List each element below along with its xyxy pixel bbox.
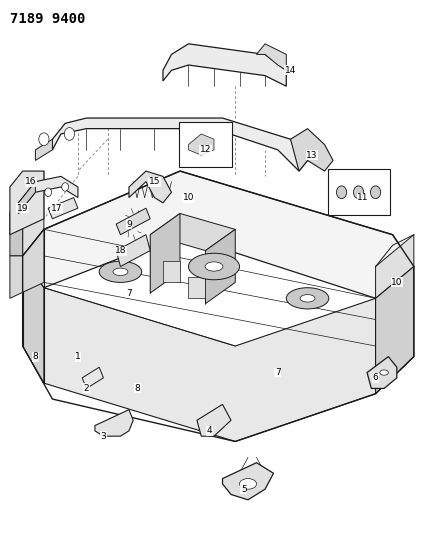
Polygon shape	[197, 405, 231, 436]
Polygon shape	[205, 229, 235, 304]
Circle shape	[39, 133, 49, 146]
Circle shape	[64, 127, 74, 140]
Text: 7: 7	[275, 368, 281, 377]
Circle shape	[45, 188, 51, 197]
Ellipse shape	[300, 295, 315, 302]
Ellipse shape	[99, 261, 142, 282]
Text: 12: 12	[200, 146, 211, 155]
Text: 8: 8	[33, 352, 38, 361]
Ellipse shape	[113, 268, 128, 276]
Circle shape	[354, 186, 364, 199]
Polygon shape	[291, 128, 333, 171]
Text: 10: 10	[183, 193, 194, 202]
Polygon shape	[367, 357, 397, 389]
Polygon shape	[150, 214, 235, 251]
Polygon shape	[10, 198, 23, 256]
Polygon shape	[95, 410, 133, 436]
Text: 18: 18	[115, 246, 126, 255]
Polygon shape	[23, 256, 44, 383]
Polygon shape	[52, 118, 308, 171]
Text: 15: 15	[149, 177, 160, 186]
Polygon shape	[129, 171, 172, 203]
Polygon shape	[163, 44, 286, 86]
Circle shape	[62, 183, 68, 191]
Polygon shape	[223, 463, 273, 500]
Text: 16: 16	[25, 177, 37, 186]
Polygon shape	[18, 176, 78, 214]
Polygon shape	[188, 134, 214, 155]
Ellipse shape	[240, 479, 256, 489]
Polygon shape	[23, 171, 44, 256]
FancyBboxPatch shape	[188, 277, 205, 298]
Polygon shape	[82, 367, 104, 389]
Polygon shape	[116, 208, 150, 235]
Polygon shape	[376, 266, 414, 394]
Text: 1: 1	[75, 352, 81, 361]
Polygon shape	[48, 198, 78, 219]
Text: 14: 14	[285, 66, 296, 75]
Text: 5: 5	[241, 484, 247, 494]
Polygon shape	[44, 288, 376, 441]
Polygon shape	[10, 171, 44, 235]
Polygon shape	[376, 235, 414, 298]
Text: 6: 6	[373, 373, 378, 382]
Polygon shape	[150, 214, 180, 293]
Text: 7: 7	[126, 288, 132, 297]
Circle shape	[336, 186, 347, 199]
Circle shape	[371, 186, 380, 199]
Text: 8: 8	[134, 384, 140, 393]
Text: 19: 19	[17, 204, 28, 213]
Polygon shape	[256, 44, 286, 70]
Text: 7189 9400: 7189 9400	[10, 12, 85, 26]
Polygon shape	[10, 229, 44, 298]
Ellipse shape	[205, 262, 223, 271]
Polygon shape	[116, 235, 150, 266]
Polygon shape	[18, 182, 36, 214]
Text: 17: 17	[51, 204, 62, 213]
FancyBboxPatch shape	[327, 169, 389, 215]
Text: 2: 2	[83, 384, 89, 393]
FancyBboxPatch shape	[179, 122, 232, 167]
Text: 13: 13	[306, 151, 318, 160]
Text: 11: 11	[357, 193, 369, 202]
Text: 9: 9	[126, 220, 132, 229]
Ellipse shape	[188, 253, 240, 280]
Ellipse shape	[286, 288, 329, 309]
Polygon shape	[36, 139, 52, 160]
FancyBboxPatch shape	[163, 261, 180, 282]
Text: 3: 3	[101, 432, 106, 441]
Polygon shape	[23, 171, 414, 298]
Text: 10: 10	[391, 278, 403, 287]
Text: 4: 4	[207, 426, 213, 435]
Ellipse shape	[380, 370, 388, 375]
